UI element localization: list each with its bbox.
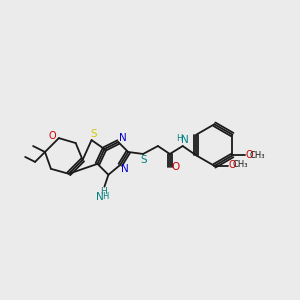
Text: CH₃: CH₃: [232, 160, 248, 169]
Text: H: H: [176, 134, 183, 142]
Text: S: S: [90, 129, 97, 139]
Text: N: N: [119, 133, 127, 143]
Text: O: O: [245, 150, 253, 161]
Text: N: N: [96, 192, 103, 202]
Text: N: N: [181, 135, 189, 145]
Text: H: H: [102, 192, 109, 201]
Text: O: O: [228, 160, 236, 170]
Text: CH₃: CH₃: [249, 151, 265, 160]
Text: H: H: [100, 187, 107, 196]
Text: S: S: [141, 155, 147, 165]
Text: N: N: [122, 164, 129, 174]
Text: O: O: [172, 162, 180, 172]
Text: O: O: [48, 131, 56, 141]
